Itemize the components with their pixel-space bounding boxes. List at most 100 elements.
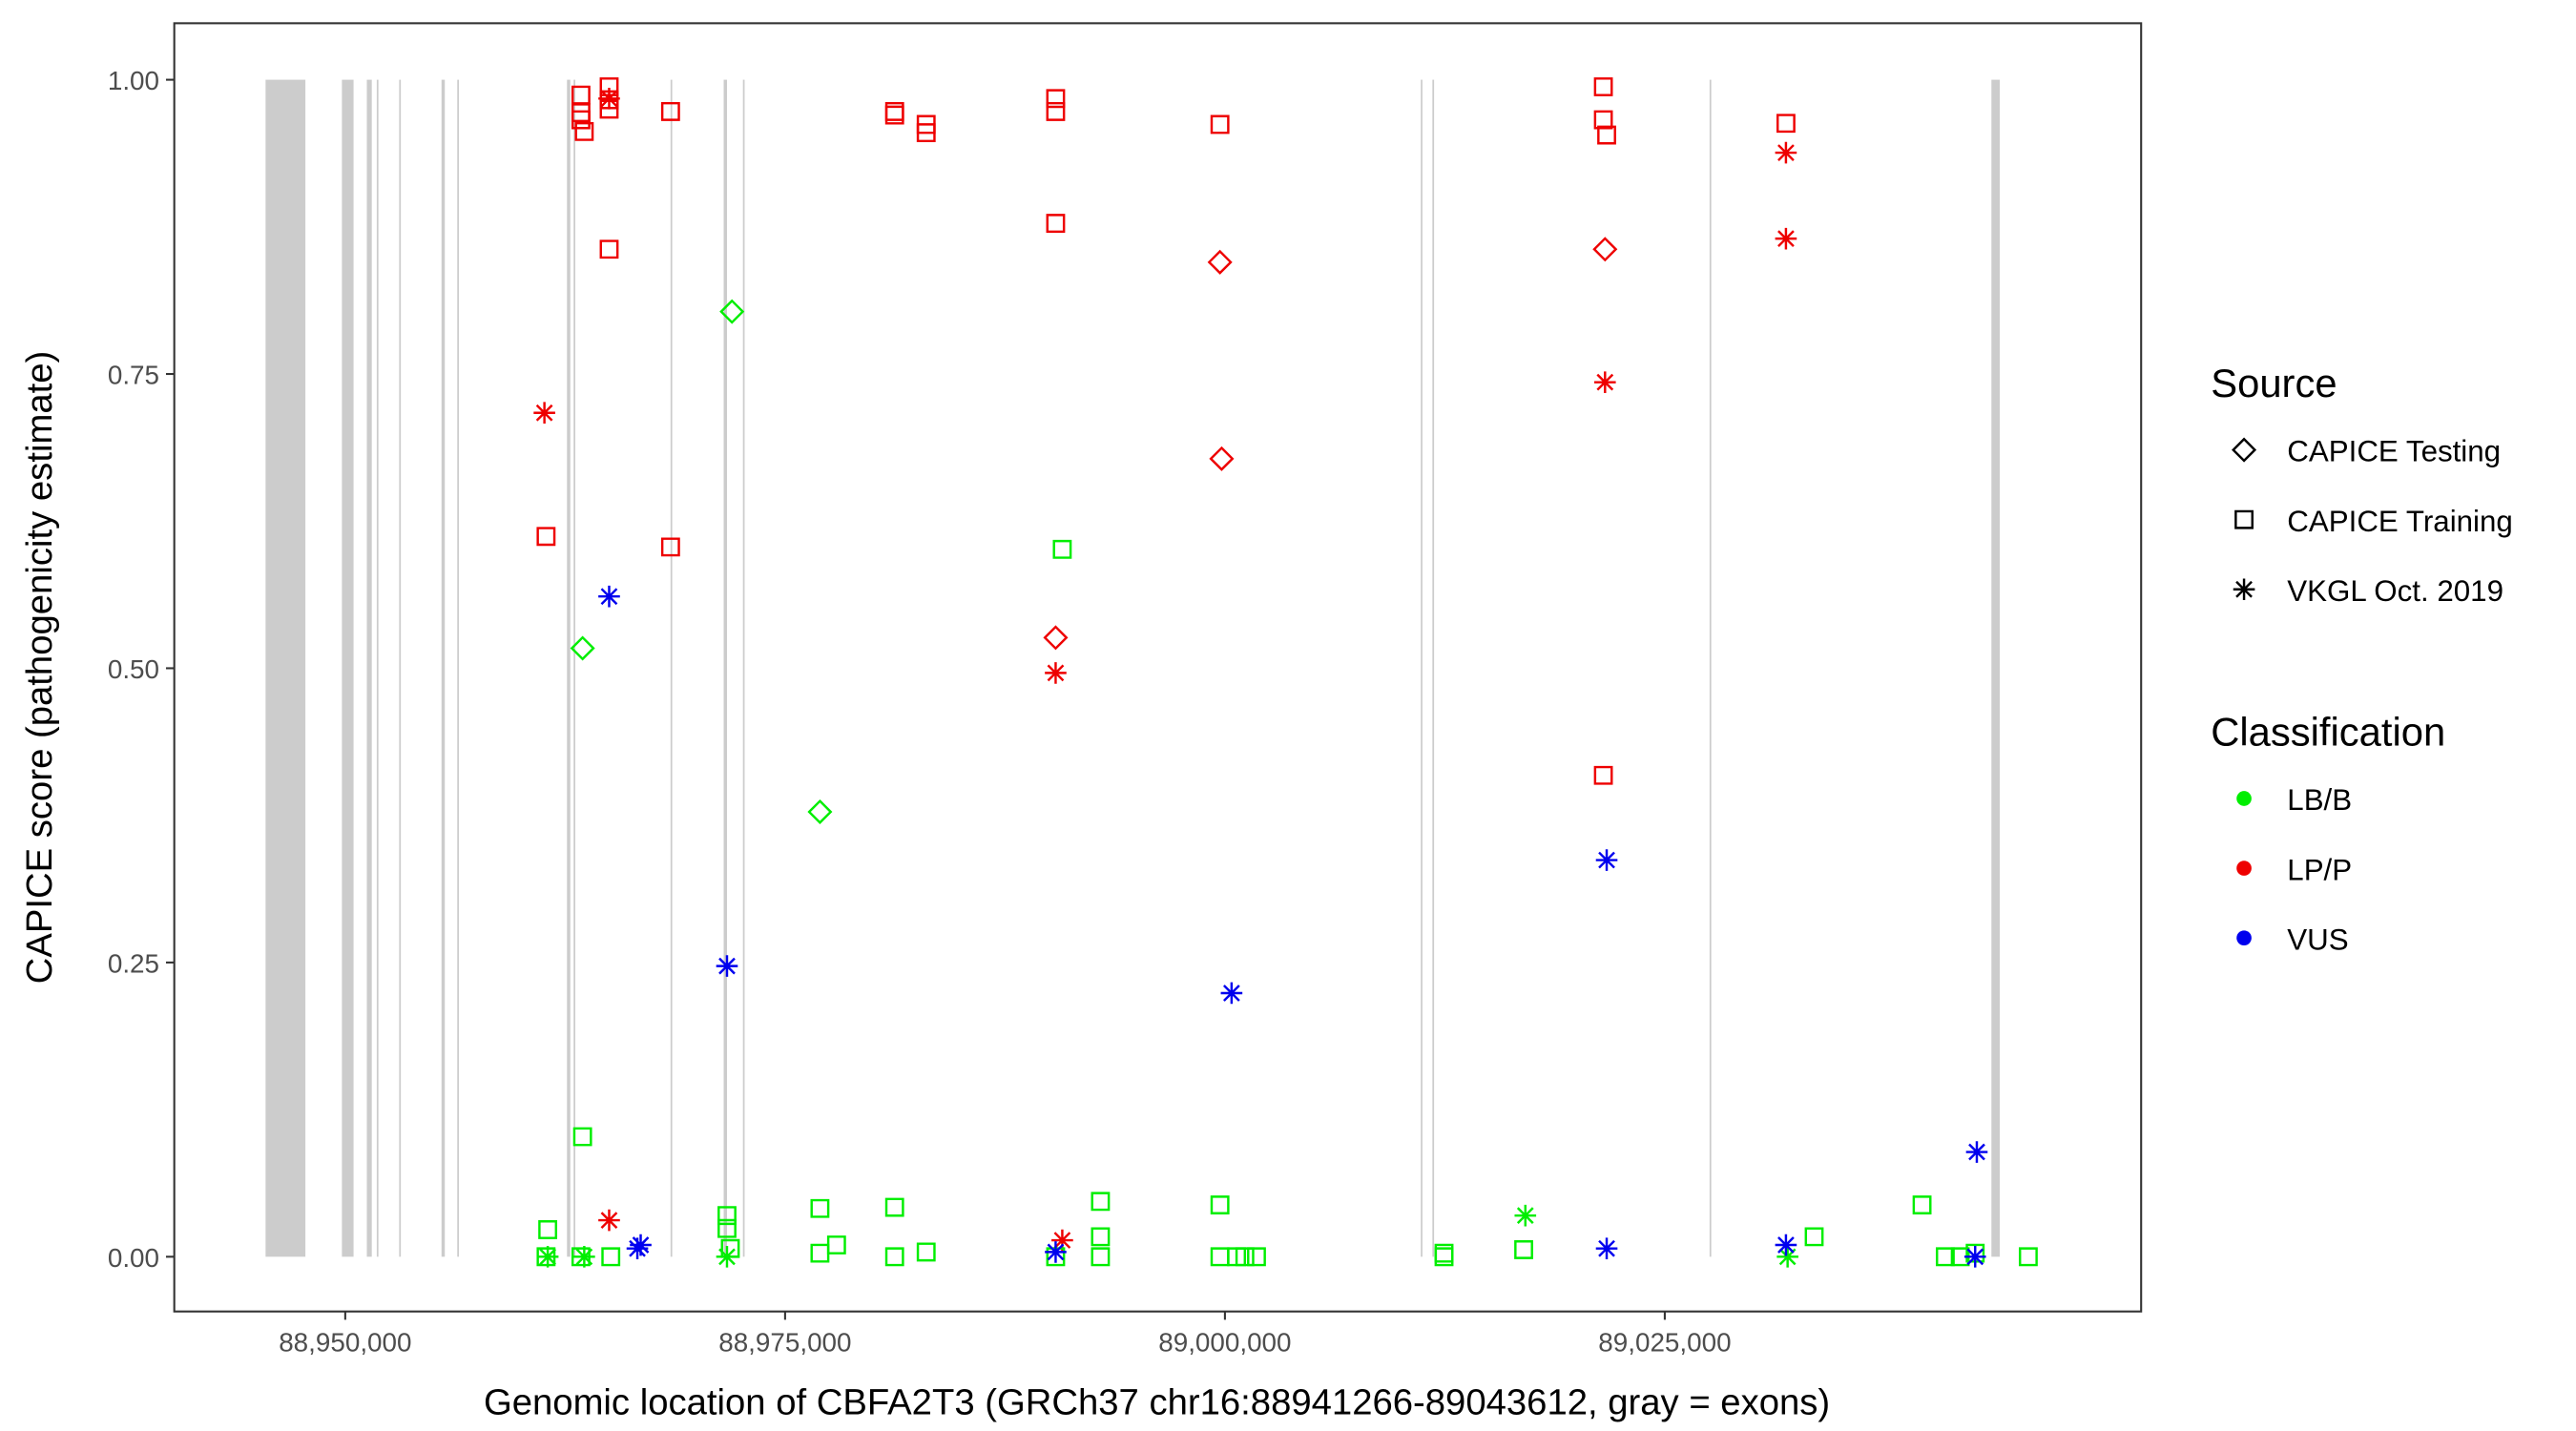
x-tick-label: 88,975,000 [718, 1327, 851, 1357]
data-point [884, 1247, 904, 1267]
legend-key [2236, 930, 2252, 946]
data-point [1210, 114, 1230, 135]
data-point [538, 1220, 558, 1239]
data-point [719, 299, 745, 324]
data-point [1592, 237, 1618, 262]
y-tick-label: 1.00 [108, 66, 159, 95]
data-point [1804, 1227, 1824, 1247]
exon [1421, 79, 1423, 1257]
data-point [570, 635, 595, 661]
legend-title: Source [2211, 361, 2337, 405]
data-point [1043, 625, 1069, 651]
data-point [916, 123, 936, 143]
data-point [660, 537, 680, 557]
data-point [626, 1237, 649, 1260]
data-point [1597, 125, 1616, 145]
legend-label: VKGL Oct. 2019 [2287, 574, 2503, 608]
data-point [1210, 1195, 1230, 1214]
exon [723, 79, 727, 1257]
exon [265, 79, 306, 1257]
data-point [574, 121, 594, 141]
data-point [1595, 1237, 1618, 1260]
data-point [1776, 1246, 1798, 1268]
data-point [1775, 227, 1797, 250]
exon [376, 79, 379, 1257]
exon [742, 79, 745, 1257]
legend-title: Classification [2211, 709, 2445, 754]
exon [366, 79, 372, 1257]
data-point [598, 1209, 620, 1232]
data-point [2019, 1247, 2038, 1267]
data-point [536, 527, 556, 547]
data-point [1912, 1195, 1932, 1214]
x-axis-title: Genomic location of CBFA2T3 (GRCh37 chr1… [484, 1382, 1830, 1423]
legend-label: CAPICE Training [2287, 505, 2513, 538]
exon [457, 79, 460, 1257]
data-point [1209, 446, 1235, 471]
exon [441, 79, 446, 1257]
data-point [598, 88, 620, 110]
data-point [1593, 765, 1613, 785]
exon [1709, 79, 1712, 1257]
legend-key [2236, 861, 2252, 876]
data-point [1963, 1246, 1986, 1268]
legend-key [2236, 791, 2252, 806]
data-point [1593, 110, 1613, 130]
data-point [1775, 1234, 1797, 1256]
y-tick-label: 0.75 [108, 360, 159, 389]
legend-label: LP/P [2287, 853, 2352, 886]
panel-background [174, 23, 2142, 1312]
data-point [1514, 1204, 1537, 1227]
data-point [536, 1246, 559, 1268]
data-point [599, 239, 619, 259]
data-point [1514, 1240, 1533, 1259]
data-point [1207, 249, 1233, 275]
y-tick-label: 0.00 [108, 1243, 159, 1273]
legend-label: LB/B [2287, 783, 2352, 817]
y-tick-label: 0.25 [108, 948, 159, 978]
legend-key [2232, 437, 2257, 463]
y-tick-label: 0.50 [108, 654, 159, 684]
exon [567, 79, 571, 1257]
data-point [573, 1246, 595, 1268]
data-point [916, 1242, 936, 1262]
data-point [1091, 1192, 1111, 1212]
x-tick-label: 89,025,000 [1598, 1327, 1731, 1357]
data-point [1045, 662, 1067, 684]
x-tick-label: 89,000,000 [1158, 1327, 1291, 1357]
legend-label: VUS [2287, 923, 2348, 956]
data-point [1091, 1227, 1111, 1247]
data-point [1434, 1247, 1454, 1267]
legend-label: CAPICE Testing [2287, 435, 2501, 468]
data-point [1775, 141, 1797, 164]
data-point [572, 1127, 592, 1147]
data-point [660, 101, 680, 121]
data-point [1950, 1247, 1970, 1267]
exon [342, 79, 354, 1257]
data-point [1247, 1247, 1266, 1267]
data-point [533, 402, 555, 425]
point-layer [533, 77, 2038, 1268]
data-point [598, 585, 620, 608]
data-point [884, 1197, 904, 1217]
data-point [1220, 982, 1243, 1005]
exon [670, 79, 673, 1257]
data-point [1046, 101, 1066, 121]
legend-key [2234, 509, 2254, 529]
data-point [1051, 1229, 1073, 1252]
data-point [807, 798, 833, 825]
x-tick-label: 88,950,000 [279, 1327, 411, 1357]
data-point [810, 1243, 830, 1263]
data-point [1593, 371, 1616, 393]
data-point [601, 1247, 621, 1267]
data-point [1045, 1241, 1067, 1263]
exon [1432, 79, 1435, 1257]
legend-key [2233, 578, 2255, 601]
exon [399, 79, 402, 1257]
data-point [717, 1218, 737, 1238]
exon [1991, 79, 2000, 1257]
data-point [1595, 849, 1618, 871]
data-point [884, 105, 904, 125]
